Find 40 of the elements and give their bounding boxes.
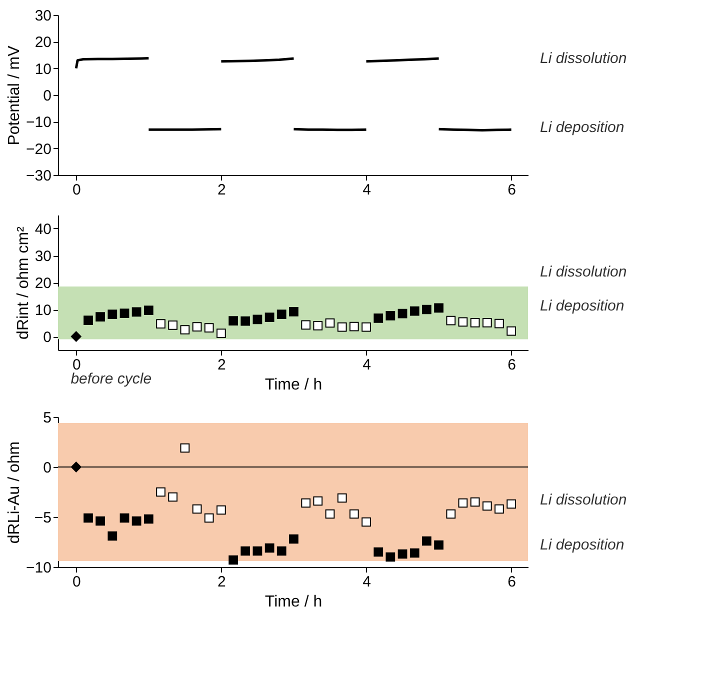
x-tick-label: 6 — [508, 574, 516, 590]
y-tick-label: 30 — [34, 248, 52, 265]
y-axis-title: dRLi-Au / ohm — [6, 441, 24, 544]
y-tick-label: 20 — [34, 34, 52, 52]
x-tick-label: 4 — [362, 182, 371, 198]
x-tick-label: 4 — [362, 356, 371, 374]
x-tick-label: 6 — [508, 356, 516, 374]
text: Li deposition — [540, 536, 624, 554]
text: Li deposition — [540, 297, 624, 314]
x-tick-label: 6 — [508, 182, 516, 198]
text: Li dissolution — [540, 50, 627, 68]
y-tick-label: 30 — [34, 8, 52, 24]
x-tick-label: 2 — [218, 574, 226, 590]
x-tick-label: 2 — [218, 182, 226, 198]
text: Li dissolution — [540, 492, 627, 508]
x-tick-label: 0 — [72, 356, 81, 374]
y-tick-label: 0 — [43, 460, 52, 476]
x-tick-label: 0 — [72, 182, 81, 198]
y-tick-label: 5 — [43, 410, 52, 426]
y-tick-label: −10 — [26, 560, 52, 576]
y-tick-label: 40 — [34, 221, 52, 238]
x-tick-label: 4 — [362, 574, 371, 590]
y-tick-label: −30 — [26, 168, 52, 184]
annotation: before cycle — [70, 370, 152, 388]
y-tick-label: −10 — [26, 114, 52, 132]
x-tick-label: 2 — [218, 356, 226, 374]
y-tick-label: −5 — [34, 510, 52, 526]
y-tick-label: 0 — [43, 88, 52, 104]
x-axis-title: Time / h — [264, 376, 322, 394]
y-axis-title: dRint / ohm cm² — [14, 226, 32, 340]
y-tick-label: 10 — [34, 60, 52, 78]
text: Li dissolution — [540, 264, 627, 281]
x-tick-label: 0 — [72, 574, 81, 590]
x-axis-title: Time / h — [264, 594, 322, 610]
y-tick-label: 10 — [34, 302, 52, 319]
y-tick-label: 20 — [34, 275, 52, 292]
y-axis-title: Potential / mV — [6, 45, 24, 146]
text: Li deposition — [540, 119, 624, 136]
y-tick-label: 0 — [43, 329, 52, 346]
y-tick-label: −20 — [26, 140, 52, 158]
